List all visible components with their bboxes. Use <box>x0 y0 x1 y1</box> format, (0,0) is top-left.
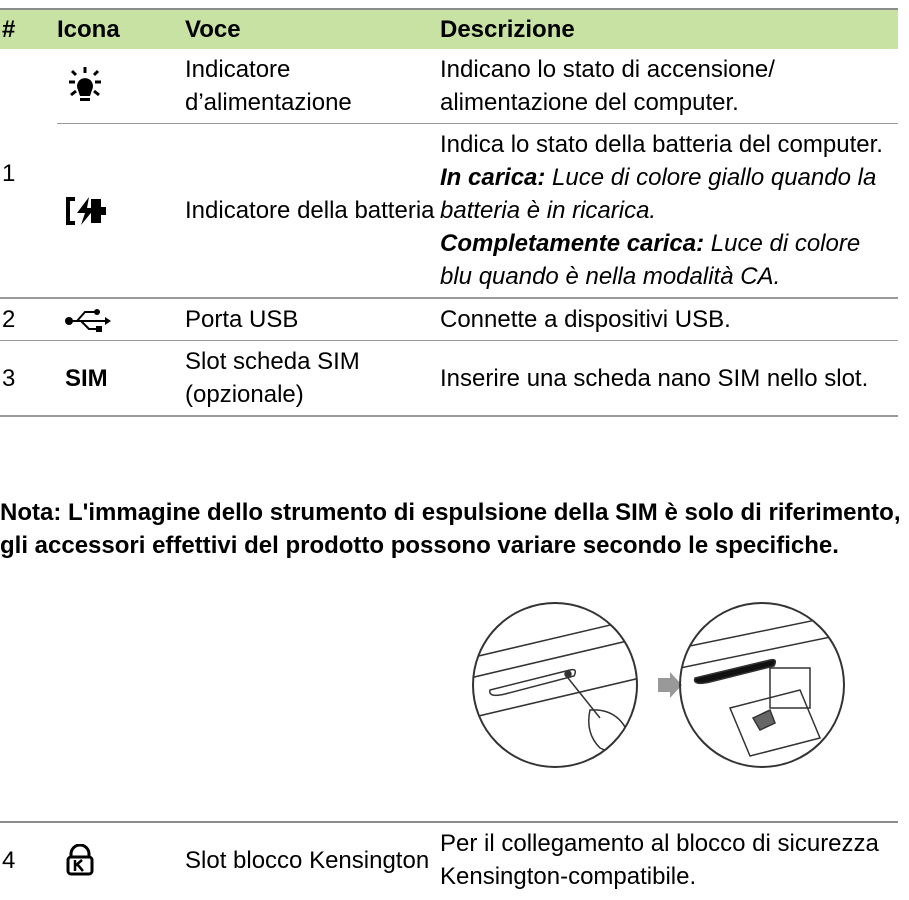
charging-info: In carica: Luce di colore giallo quando … <box>440 161 898 227</box>
header-cell: Icona <box>57 9 185 49</box>
icon-cell: SIM <box>57 340 185 416</box>
icon-cell <box>57 123 185 298</box>
header-cell: Descrizione <box>440 9 898 49</box>
row: 2 Porta USB Connette a dispositivi USB. <box>0 297 898 341</box>
description: Indica lo stato della batteria del compu… <box>440 131 883 158</box>
charging-text: Luce di colore giallo quando la batteria… <box>440 164 877 224</box>
number: 2 <box>0 297 57 341</box>
item: Slot scheda SIM (opzionale) <box>185 340 440 416</box>
number: 3 <box>0 340 57 416</box>
row: Indicatore della batteria Indica lo stat… <box>0 123 898 298</box>
component-table: # Icona Voce Descrizione 1 Indicatore d’… <box>0 8 898 418</box>
header-cell: # <box>0 9 57 49</box>
icon-cell <box>57 49 185 124</box>
description: Connette a dispositivi USB. <box>440 297 898 341</box>
icon-cell <box>57 822 185 897</box>
item: Indicatore della batteria <box>185 123 440 298</box>
number: 4 <box>2 846 16 874</box>
icon-cell <box>57 297 185 341</box>
kensington-icon <box>66 844 94 876</box>
full-label: Completamente carica: <box>440 230 705 257</box>
description: Per il collegamento al blocco di sicurez… <box>440 830 879 890</box>
note: Nota: L'immagine dello strumento di espu… <box>0 499 901 559</box>
row: 1 Indicatore d’alimentazione Indicano lo… <box>0 49 898 187</box>
item: Indicatore d’alimentazione <box>185 56 352 116</box>
description-cell: Indica lo stato della batteria del compu… <box>440 123 898 298</box>
sim-icon: SIM <box>65 364 108 392</box>
description: Inserire una scheda nano SIM nello slot. <box>440 340 898 416</box>
power-icon <box>69 67 101 101</box>
description: Indicano lo stato di accensione/ aliment… <box>440 56 775 116</box>
row: 4 Slot blocco Kensington Per il collegam… <box>0 822 898 897</box>
header-row: # Icona Voce Descrizione <box>0 9 898 49</box>
header-cell: Voce <box>185 9 440 49</box>
sim-eject-illustration <box>472 602 845 768</box>
charging-label: In carica: <box>440 164 546 191</box>
battery-icon <box>66 196 106 225</box>
usb-icon <box>65 308 111 332</box>
full-info: Completamente carica: Luce di colore blu… <box>440 227 898 293</box>
full-text: Luce di colore blu quando è nella modali… <box>440 230 861 290</box>
component-table: 4 Slot blocco Kensington Per il collegam… <box>0 821 898 897</box>
item: Slot blocco Kensington <box>185 846 430 874</box>
table-end <box>0 415 898 418</box>
row: 3 SIM Slot scheda SIM (opzionale) Inseri… <box>0 340 898 416</box>
item: Porta USB <box>185 297 440 341</box>
number: 1 <box>2 159 16 187</box>
